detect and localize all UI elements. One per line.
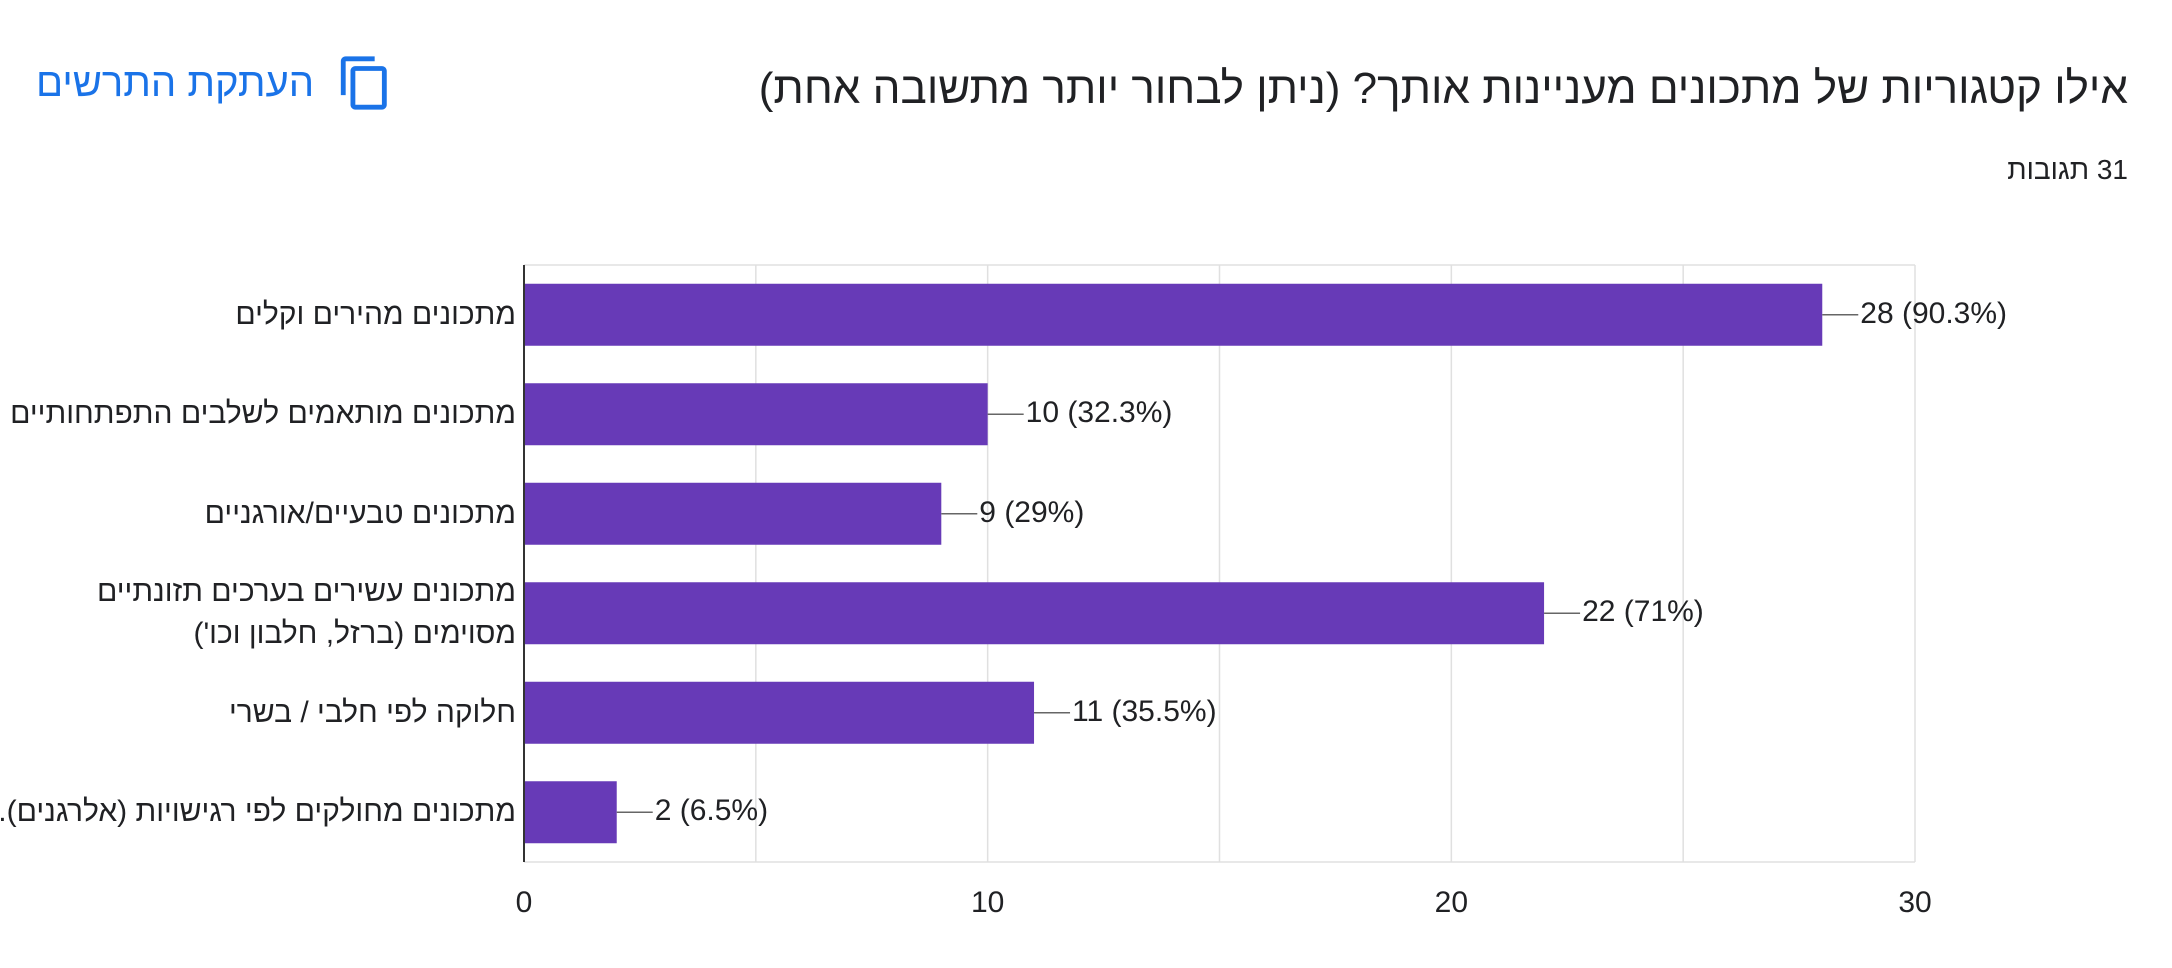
x-tick-label: 30 <box>1898 886 1932 919</box>
bar <box>524 681 1035 744</box>
bar <box>524 582 1545 645</box>
data-label: 9 (29%) <box>979 495 1085 529</box>
bar <box>524 781 617 844</box>
x-tick-label: 0 <box>515 886 533 919</box>
copy-chart-label: העתקת התרשים <box>36 60 315 105</box>
data-label: 22 (71%) <box>1582 595 1704 629</box>
category-label: מתכונים טבעיים/אורגניים <box>204 496 516 530</box>
data-label: 11 (35.5%) <box>1072 694 1217 728</box>
copy-chart-button[interactable]: העתקת התרשים <box>36 52 394 114</box>
category-label: מתכונים עשירים בערכים תזונתיים מסוימים (… <box>97 575 516 651</box>
bar <box>524 283 1823 346</box>
data-label: 28 (90.3%) <box>1860 296 2008 330</box>
data-label: 10 (32.3%) <box>1025 396 1173 430</box>
category-label: מתכונים מהירים וקלים <box>235 297 516 331</box>
response-count: 31 תגובות <box>2007 154 2128 185</box>
question-title: אילו קטגוריות של מתכונים מעניינות אותך? … <box>758 64 2128 113</box>
x-tick-label: 20 <box>1434 886 1469 919</box>
x-tick-label: 10 <box>970 886 1005 919</box>
bar <box>524 482 942 545</box>
bar <box>524 383 988 446</box>
copy-icon <box>340 56 387 110</box>
data-label: 2 (6.5%) <box>654 794 769 828</box>
category-label: מתכונים מותאמים לשלבים התפתחותיים <box>10 397 516 431</box>
category-label: מתכונים מחולקים לפי רגישויות (אלרגנים). <box>0 795 516 829</box>
category-label: חלוקה לפי חלבי / בשרי <box>228 695 516 729</box>
